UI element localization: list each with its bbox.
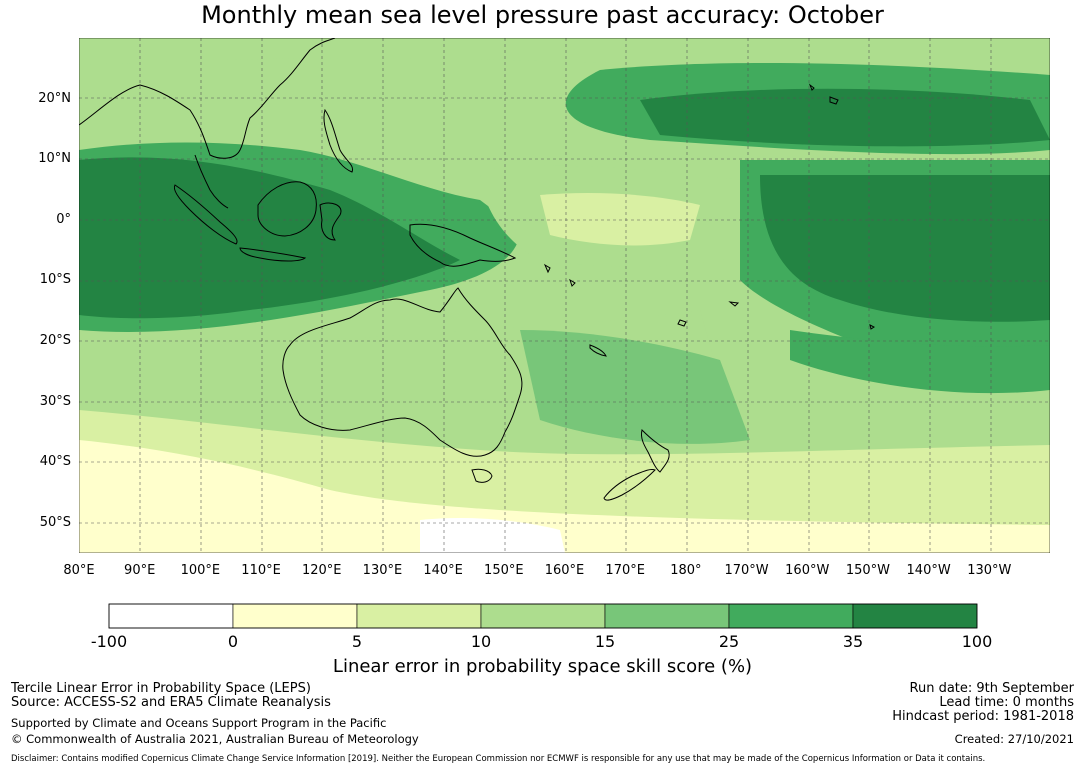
colorbar-tick-label: 25 bbox=[718, 632, 740, 651]
colorbar-tick-label: 15 bbox=[594, 632, 616, 651]
colorbar-cell bbox=[728, 603, 854, 629]
skill-map bbox=[79, 38, 1050, 553]
run-date: Run date: 9th September bbox=[909, 681, 1074, 696]
colorbar-cell bbox=[604, 603, 730, 629]
australia-coast bbox=[282, 287, 523, 457]
asia-coast bbox=[79, 38, 336, 159]
leps-line: Tercile Linear Error in Probability Spac… bbox=[11, 681, 311, 696]
colorbar-tick-label: 5 bbox=[351, 632, 363, 651]
nz-north-coast bbox=[641, 429, 670, 473]
lead-time: Lead time: 0 months bbox=[939, 695, 1074, 710]
colorbar-tick-label: 0 bbox=[227, 632, 239, 651]
colorbar-cell bbox=[852, 603, 978, 629]
colorbar bbox=[108, 603, 978, 629]
longitude-label: 100°E bbox=[180, 563, 221, 578]
colorbar-frame bbox=[108, 603, 978, 629]
longitude-label: 130°W bbox=[967, 563, 1012, 578]
map-title: Monthly mean sea level pressure past acc… bbox=[201, 1, 884, 29]
sumatra-coast bbox=[173, 184, 238, 245]
colorbar-tick-label: 35 bbox=[842, 632, 864, 651]
disclaimer: Disclaimer: Contains modified Copernicus… bbox=[11, 754, 986, 764]
tasmania-coast bbox=[471, 468, 493, 483]
philippines-coast bbox=[323, 108, 354, 173]
longitude-label: 160°W bbox=[785, 563, 830, 578]
created-date: Created: 27/10/2021 bbox=[954, 732, 1074, 746]
colorbar-tick-label: 10 bbox=[470, 632, 492, 651]
longitude-label: 130°E bbox=[362, 563, 403, 578]
nz-south-coast bbox=[603, 469, 656, 501]
latitude-label: 50°S bbox=[39, 514, 71, 530]
longitude-label: 110°E bbox=[241, 563, 281, 578]
longitude-label: 140°E bbox=[423, 563, 463, 578]
colorbar-cell bbox=[108, 603, 234, 629]
colorbar-tick-label: 100 bbox=[961, 632, 993, 651]
java-coast bbox=[239, 247, 307, 262]
hindcast-period: Hindcast period: 1981-2018 bbox=[892, 709, 1074, 724]
latitude-label: 20°N bbox=[38, 90, 71, 106]
colorbar-tick-label: -100 bbox=[90, 632, 128, 651]
longitude-label: 170°E bbox=[605, 563, 645, 578]
longitude-label: 160°E bbox=[544, 563, 585, 578]
support-line: Supported by Climate and Oceans Support … bbox=[11, 716, 387, 730]
latitude-label: 0° bbox=[56, 211, 71, 227]
longitude-label: 120°E bbox=[301, 563, 342, 578]
malay-peninsula-coast bbox=[194, 154, 229, 209]
longitude-label: 180° bbox=[670, 563, 702, 578]
skill-field bbox=[79, 38, 1050, 553]
graticule bbox=[79, 38, 1050, 553]
longitude-label: 140°W bbox=[906, 563, 951, 578]
latitude-label: 10°N bbox=[38, 151, 71, 167]
longitude-label: 150°W bbox=[845, 563, 891, 578]
borneo-coast bbox=[257, 181, 317, 237]
copyright-line: © Commonwealth of Australia 2021, Austra… bbox=[11, 732, 419, 746]
latitude-label: 10°S bbox=[39, 272, 71, 288]
sulawesi-coast bbox=[319, 202, 342, 241]
longitude-label: 80°E bbox=[63, 563, 95, 578]
colorbar-cell bbox=[232, 603, 358, 629]
latitude-label: 30°S bbox=[39, 393, 71, 409]
source-line: Source: ACCESS-S2 and ERA5 Climate Reana… bbox=[11, 695, 331, 710]
longitude-label: 150°E bbox=[484, 563, 524, 578]
colorbar-cell bbox=[480, 603, 606, 629]
coastlines bbox=[79, 38, 875, 501]
latitude-label: 40°S bbox=[39, 454, 71, 470]
colorbar-cell bbox=[356, 603, 482, 629]
longitude-label: 170°W bbox=[724, 563, 769, 578]
colorbar-label: Linear error in probability space skill … bbox=[332, 656, 753, 677]
latitude-label: 20°S bbox=[39, 332, 71, 348]
longitude-label: 90°E bbox=[124, 563, 156, 578]
new-guinea-coast bbox=[409, 223, 517, 267]
